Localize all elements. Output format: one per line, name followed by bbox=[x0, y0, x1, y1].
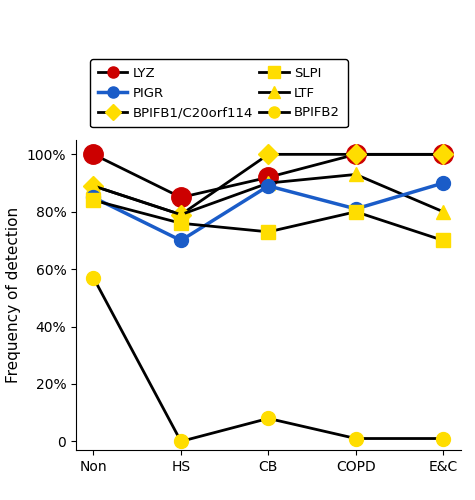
Legend: LYZ, PIGR, BPIFB1/C20orf114, SLPI, LTF, BPIFB2: LYZ, PIGR, BPIFB1/C20orf114, SLPI, LTF, … bbox=[90, 59, 348, 127]
Y-axis label: Frequency of detection: Frequency of detection bbox=[6, 207, 21, 383]
